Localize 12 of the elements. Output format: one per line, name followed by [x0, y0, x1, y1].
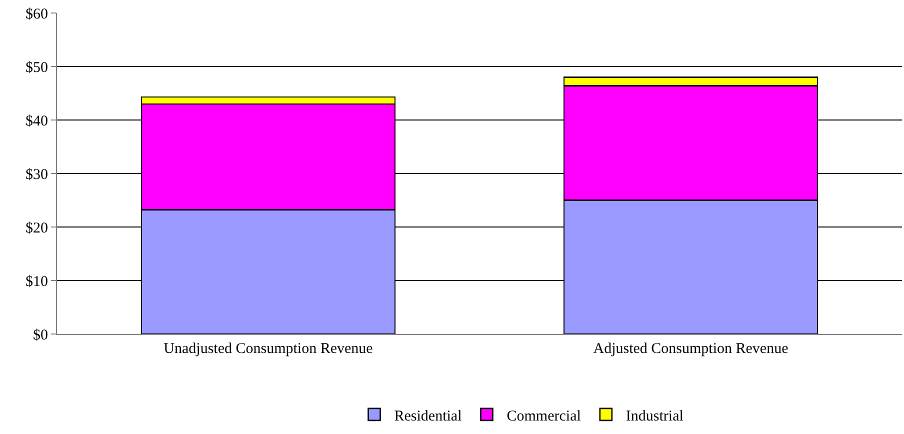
legend-label: Commercial — [506, 408, 581, 424]
y-tick-label: $0 — [33, 327, 48, 344]
x-tick-label: Unadjusted Consumption Revenue — [164, 341, 374, 357]
y-tick-label: $40 — [26, 113, 48, 130]
legend-label: Residential — [394, 408, 462, 424]
legend-label: Industrial — [626, 408, 684, 424]
x-tick-label: Adjusted Consumption Revenue — [593, 341, 789, 357]
y-tick-label: $50 — [26, 60, 48, 76]
y-tick-label: $10 — [26, 274, 48, 290]
y-tick-label: $20 — [26, 220, 48, 236]
y-tick-label: $30 — [26, 166, 48, 183]
y-tick-label: $60 — [26, 6, 48, 22]
